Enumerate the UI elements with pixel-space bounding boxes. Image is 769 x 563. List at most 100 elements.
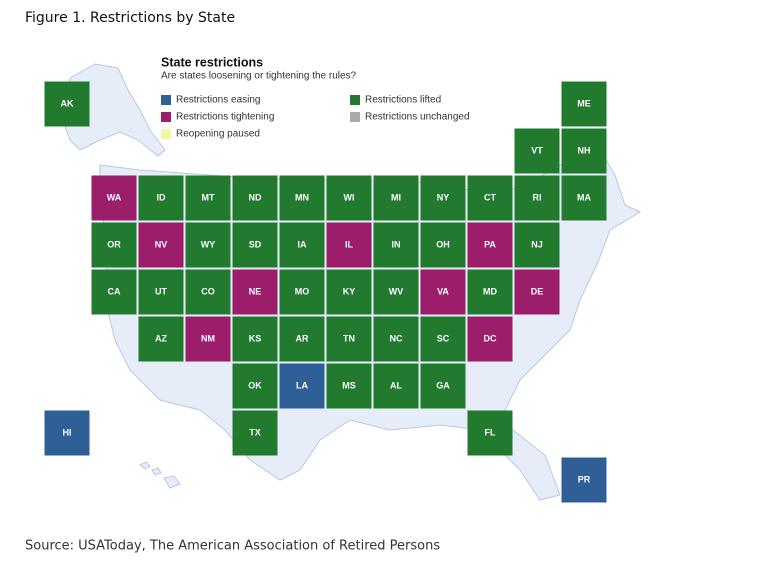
legend: Restrictions easing Restrictions tighteni…: [161, 95, 470, 140]
state-label: SD: [249, 239, 262, 249]
state-label: OH: [436, 239, 450, 249]
state-tile: [467, 222, 513, 268]
state-label: NH: [578, 145, 591, 155]
state-label: NC: [390, 333, 403, 343]
state-tile: [232, 222, 278, 268]
state-label: IL: [345, 239, 354, 249]
state-label: IN: [392, 239, 401, 249]
state-label: AK: [61, 98, 74, 108]
state-label: WY: [201, 239, 216, 249]
state-tile: [326, 175, 372, 221]
state-tile: [185, 175, 231, 221]
source: Source: USAToday, The American Associati…: [25, 539, 440, 554]
legend-label: Restrictions tightening: [176, 112, 274, 123]
state-label: CT: [484, 192, 496, 202]
hawaii-outline: [139, 461, 181, 489]
state-label: HI: [63, 427, 72, 437]
state-tile: [326, 222, 372, 268]
state-label: NV: [155, 239, 168, 249]
state-tile: [467, 316, 513, 362]
state-tile: [326, 363, 372, 409]
state-label: WV: [389, 286, 404, 296]
state-tile: [232, 410, 278, 456]
state-label: CO: [201, 286, 215, 296]
state-label: GA: [436, 380, 450, 390]
state-label: DC: [484, 333, 497, 343]
state-tile: [373, 316, 419, 362]
legend-swatch: [350, 95, 360, 105]
state-tile: [232, 316, 278, 362]
state-tile: [138, 175, 184, 221]
state-tile: [44, 81, 90, 127]
state-tile: [232, 175, 278, 221]
state-label: NJ: [531, 239, 543, 249]
state-label: NM: [201, 333, 215, 343]
state-tile: [91, 269, 137, 315]
state-tile: [467, 269, 513, 315]
state-label: MA: [577, 192, 591, 202]
state-label: TX: [249, 427, 261, 437]
state-label: NY: [437, 192, 450, 202]
state-tile: [232, 363, 278, 409]
state-label: NE: [249, 286, 262, 296]
state-label: SC: [437, 333, 450, 343]
state-tile: [326, 269, 372, 315]
state-label: WI: [344, 192, 355, 202]
state-label: MT: [202, 192, 215, 202]
legend-label: Restrictions easing: [176, 95, 260, 106]
state-label: IA: [298, 239, 308, 249]
state-label: KY: [343, 286, 356, 296]
state-label: VA: [437, 286, 449, 296]
state-tile: [514, 222, 560, 268]
state-label: OR: [107, 239, 121, 249]
state-label: LA: [296, 380, 308, 390]
state-tile: [373, 363, 419, 409]
legend-swatch: [161, 95, 171, 105]
state-label: MS: [342, 380, 356, 390]
legend-label: Reopening paused: [176, 129, 260, 140]
state-tile: [420, 363, 466, 409]
state-tile: [561, 457, 607, 503]
state-label: AL: [390, 380, 402, 390]
state-tile: [279, 269, 325, 315]
state-tile: [373, 269, 419, 315]
legend-label: Restrictions lifted: [365, 95, 441, 106]
state-tile: [420, 222, 466, 268]
state-tile: [91, 222, 137, 268]
state-label: MN: [295, 192, 309, 202]
state-tile: [279, 316, 325, 362]
state-tile: [420, 175, 466, 221]
state-tile: [138, 222, 184, 268]
map-subtitle: Are states loosening or tightening the r…: [161, 71, 357, 82]
state-tile: [420, 269, 466, 315]
state-label: MI: [391, 192, 401, 202]
state-label: UT: [155, 286, 167, 296]
state-label: RI: [533, 192, 542, 202]
state-tile: [279, 175, 325, 221]
state-label: ID: [157, 192, 167, 202]
state-label: AZ: [155, 333, 167, 343]
state-tile: [44, 410, 90, 456]
state-tile: [514, 175, 560, 221]
figure-title: Figure 1. Restrictions by State: [25, 10, 235, 26]
state-tile: [514, 269, 560, 315]
legend-label: Restrictions unchanged: [365, 112, 470, 123]
state-label: KS: [249, 333, 262, 343]
state-tile: [514, 128, 560, 174]
state-tile: [467, 410, 513, 456]
state-label: ME: [577, 98, 591, 108]
state-label: MD: [483, 286, 497, 296]
state-label: DE: [531, 286, 544, 296]
state-label: CA: [108, 286, 121, 296]
state-label: WA: [107, 192, 122, 202]
state-tile: [373, 175, 419, 221]
map-title: State restrictions: [161, 55, 263, 69]
state-tile: [561, 128, 607, 174]
state-label: PA: [484, 239, 496, 249]
state-tile: [185, 316, 231, 362]
state-tile: [467, 175, 513, 221]
state-tile: [138, 269, 184, 315]
state-tile: [185, 222, 231, 268]
state-label: FL: [485, 427, 496, 437]
state-tile: [138, 316, 184, 362]
